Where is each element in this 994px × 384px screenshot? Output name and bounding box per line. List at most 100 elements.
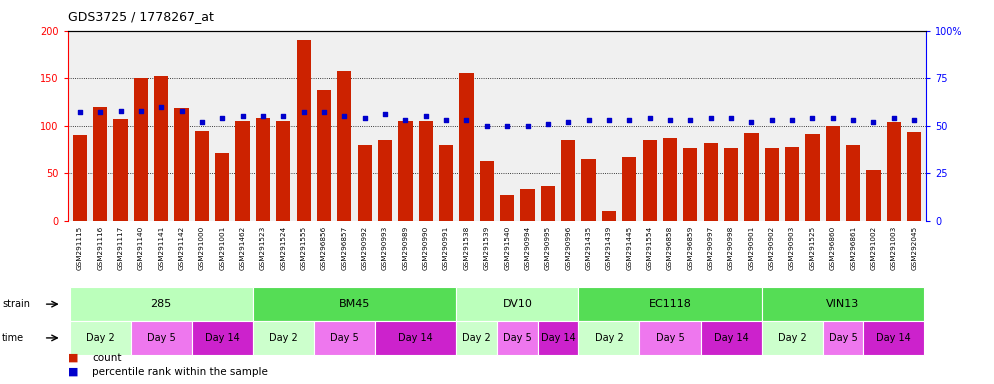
Bar xyxy=(867,170,881,221)
Text: Day 5: Day 5 xyxy=(656,333,684,343)
Point xyxy=(92,109,108,116)
Bar xyxy=(195,131,209,221)
Bar xyxy=(521,189,535,221)
Text: Day 14: Day 14 xyxy=(714,333,748,343)
Text: 285: 285 xyxy=(150,299,172,309)
Bar xyxy=(887,122,901,221)
Text: Day 2: Day 2 xyxy=(777,333,806,343)
Point xyxy=(357,115,373,121)
Bar xyxy=(805,134,820,221)
Point xyxy=(662,117,678,123)
Bar xyxy=(480,161,494,221)
Bar xyxy=(500,195,514,221)
Bar xyxy=(846,145,860,221)
Text: ■: ■ xyxy=(68,366,79,377)
Point xyxy=(561,119,577,125)
Text: DV10: DV10 xyxy=(502,299,533,309)
Bar xyxy=(255,118,270,221)
Text: percentile rank within the sample: percentile rank within the sample xyxy=(92,366,268,377)
Bar xyxy=(724,147,739,221)
Point xyxy=(377,111,393,118)
Point xyxy=(417,113,433,119)
Bar xyxy=(622,157,636,221)
Point xyxy=(112,108,128,114)
Point xyxy=(194,119,210,125)
Text: BM45: BM45 xyxy=(339,299,370,309)
Bar xyxy=(399,121,413,221)
Bar xyxy=(317,89,331,221)
Text: Day 2: Day 2 xyxy=(269,333,297,343)
Point xyxy=(825,115,841,121)
Bar xyxy=(276,121,290,221)
Bar xyxy=(215,153,230,221)
Point xyxy=(540,121,556,127)
Bar xyxy=(439,145,453,221)
Bar xyxy=(601,211,616,221)
Point xyxy=(479,123,495,129)
Point xyxy=(235,113,250,119)
Text: GDS3725 / 1778267_at: GDS3725 / 1778267_at xyxy=(68,10,214,23)
Point xyxy=(72,109,87,116)
Point xyxy=(520,123,536,129)
Bar xyxy=(663,138,677,221)
Point xyxy=(601,117,617,123)
Bar xyxy=(73,135,86,221)
Bar xyxy=(113,119,127,221)
Bar xyxy=(154,76,168,221)
Bar xyxy=(134,78,148,221)
Point xyxy=(336,113,352,119)
Text: ■: ■ xyxy=(68,353,79,363)
Bar xyxy=(296,40,311,221)
Bar xyxy=(337,71,352,221)
Bar xyxy=(581,159,595,221)
Point xyxy=(316,109,332,116)
Point xyxy=(744,119,759,125)
Bar xyxy=(764,147,779,221)
Text: EC1118: EC1118 xyxy=(648,299,692,309)
Text: Day 2: Day 2 xyxy=(85,333,114,343)
Bar xyxy=(93,107,107,221)
Bar xyxy=(826,126,840,221)
Bar xyxy=(642,140,657,221)
Text: Day 2: Day 2 xyxy=(462,333,491,343)
Point xyxy=(499,123,515,129)
Text: Day 2: Day 2 xyxy=(594,333,623,343)
Text: VIN13: VIN13 xyxy=(826,299,860,309)
Point xyxy=(215,115,231,121)
Text: Day 5: Day 5 xyxy=(147,333,176,343)
Bar xyxy=(704,143,718,221)
Point xyxy=(845,117,861,123)
Bar xyxy=(358,145,372,221)
Text: time: time xyxy=(2,333,24,343)
Text: Day 14: Day 14 xyxy=(541,333,576,343)
Point xyxy=(174,108,190,114)
Point xyxy=(295,109,311,116)
Point xyxy=(621,117,637,123)
Bar xyxy=(378,140,393,221)
Bar xyxy=(908,132,921,221)
Point xyxy=(580,117,596,123)
Point xyxy=(866,119,882,125)
Bar xyxy=(541,185,555,221)
Bar xyxy=(785,147,799,221)
Bar xyxy=(236,121,249,221)
Point xyxy=(886,115,902,121)
Point xyxy=(723,115,739,121)
Text: Day 14: Day 14 xyxy=(205,333,240,343)
Point xyxy=(763,117,779,123)
Bar xyxy=(418,121,433,221)
Text: Day 14: Day 14 xyxy=(399,333,433,343)
Point xyxy=(703,115,719,121)
Text: Day 5: Day 5 xyxy=(330,333,359,343)
Point xyxy=(642,115,658,121)
Point xyxy=(458,117,474,123)
Point xyxy=(255,113,271,119)
Point xyxy=(398,117,414,123)
Bar xyxy=(745,133,758,221)
Point xyxy=(784,117,800,123)
Point xyxy=(804,115,820,121)
Text: strain: strain xyxy=(2,299,30,309)
Text: count: count xyxy=(92,353,122,363)
Text: Day 5: Day 5 xyxy=(503,333,532,343)
Bar xyxy=(459,73,473,221)
